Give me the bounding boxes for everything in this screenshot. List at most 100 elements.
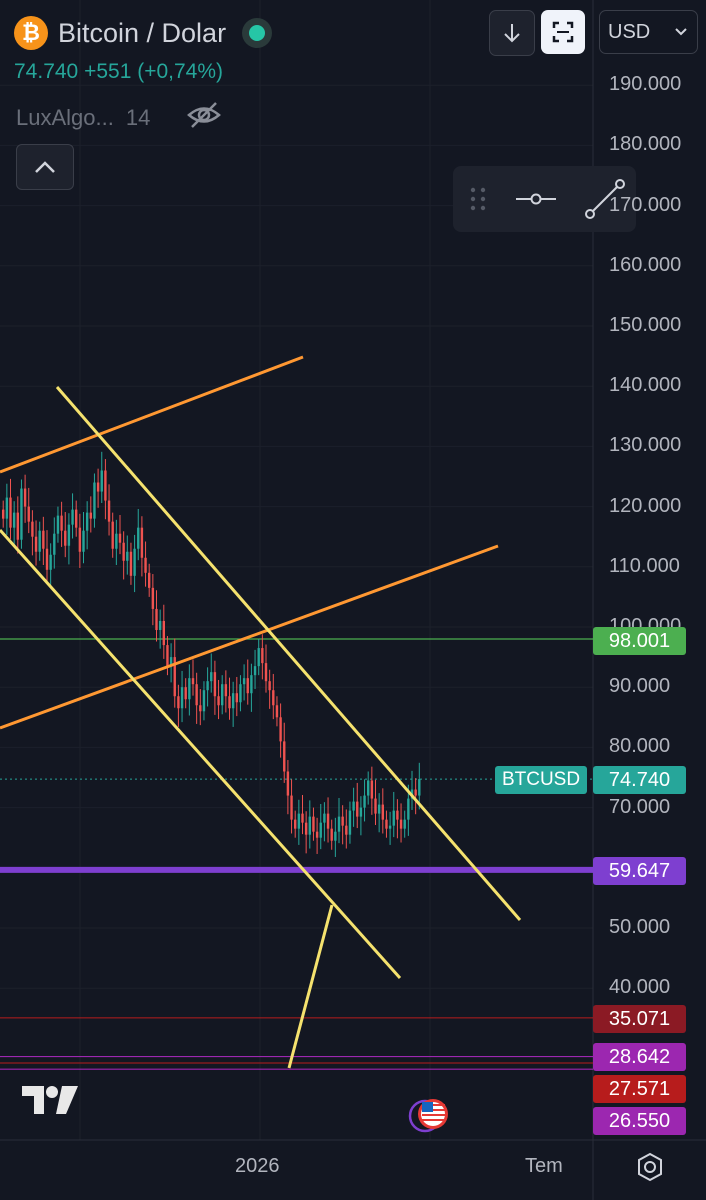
candle-body <box>242 678 246 685</box>
us-economic-event-icon[interactable] <box>405 1096 457 1136</box>
candle-body <box>93 482 96 519</box>
price-level-tag[interactable]: 27.571 <box>593 1075 686 1103</box>
candle-body <box>279 717 282 742</box>
candle-body <box>5 497 9 519</box>
candle-body <box>334 831 337 841</box>
price-level-tag[interactable]: 74.740 <box>593 766 686 794</box>
candle-body <box>42 530 45 549</box>
drawing-toolbar[interactable] <box>453 166 636 232</box>
yellow-channel-lower <box>0 529 402 979</box>
candle-body <box>96 482 100 492</box>
candle-body <box>27 506 30 522</box>
fullscreen-button[interactable] <box>541 10 585 54</box>
candle-body <box>210 672 213 682</box>
candle-body <box>12 512 16 528</box>
candle-body <box>100 470 103 492</box>
indicator-legend[interactable]: LuxAlgo... 14 <box>16 100 222 136</box>
candle-body <box>56 515 60 534</box>
candle-body <box>268 681 271 691</box>
collapse-legend-button[interactable] <box>16 144 74 190</box>
horizontal-line-tool-icon[interactable] <box>515 189 557 209</box>
candle-body <box>31 521 34 537</box>
symbol-title: Bitcoin / Dolar <box>58 17 227 48</box>
candle-body <box>224 684 228 697</box>
candle-body <box>246 678 249 694</box>
price-axis-label: 110.000 <box>609 554 680 577</box>
candle-body <box>78 527 82 552</box>
candle-body <box>283 741 286 772</box>
price-level-tag[interactable]: 26.550 <box>593 1107 686 1135</box>
candle-body <box>275 705 279 718</box>
candle-body <box>151 587 155 609</box>
candle-body <box>399 819 403 829</box>
candle-body <box>71 509 74 525</box>
chevron-down-icon <box>675 28 687 36</box>
candle-body <box>180 687 184 709</box>
candle-body <box>367 780 370 796</box>
price-level-tag[interactable]: 35.071 <box>593 1005 686 1033</box>
price-axis-label: 140.000 <box>609 374 682 397</box>
candle-body <box>140 527 144 558</box>
candle-body <box>250 675 253 694</box>
price-axis-label: 130.000 <box>609 434 682 457</box>
candle-body <box>206 681 209 691</box>
candle-body <box>319 822 322 838</box>
price-level-tag[interactable]: 59.647 <box>593 857 686 885</box>
candle-body <box>162 620 165 646</box>
indicator-name: LuxAlgo... <box>16 105 114 130</box>
candle-body <box>195 684 198 706</box>
candle-body <box>107 500 111 522</box>
candle-body <box>374 798 377 814</box>
candle-body <box>166 645 169 667</box>
candle-body <box>133 548 136 576</box>
download-button[interactable] <box>489 10 535 56</box>
price-axis-label: 180.000 <box>609 133 682 156</box>
candle-body <box>381 804 384 820</box>
candle-body <box>221 684 224 706</box>
candle-body <box>199 705 202 712</box>
eye-hidden-icon[interactable] <box>186 100 222 136</box>
yellow-projection-line <box>287 904 334 1069</box>
candle-body <box>286 771 290 796</box>
tradingview-logo <box>22 1086 78 1114</box>
candle-body <box>188 678 191 700</box>
yellow-channel-upper <box>55 386 522 921</box>
candle-body <box>308 816 311 835</box>
candle-body <box>148 572 151 588</box>
candle-body <box>64 530 67 546</box>
bitcoin-icon: ₿ <box>14 16 48 50</box>
candle-body <box>315 831 319 838</box>
candle-body <box>85 512 89 531</box>
candle-body <box>304 822 308 835</box>
trend-line-tool-icon[interactable] <box>583 177 627 221</box>
price-level-tag[interactable]: 98.001 <box>593 627 686 655</box>
orange-trend-line-lower <box>0 544 499 730</box>
candle-body <box>370 780 374 799</box>
candle-body <box>82 530 85 552</box>
candle-body <box>330 828 333 841</box>
candle-body <box>34 536 38 552</box>
market-open-status-icon <box>242 18 273 48</box>
candle-body <box>144 557 147 573</box>
indicator-param: 14 <box>125 105 151 130</box>
price-level-tag[interactable]: 28.642 <box>593 1043 686 1071</box>
candle-body <box>385 819 388 829</box>
candle-body <box>104 470 107 501</box>
candle-body <box>396 810 399 820</box>
candle-body <box>191 678 195 685</box>
candle-body <box>392 810 395 826</box>
currency-select[interactable]: USD <box>599 10 698 54</box>
candle-body <box>2 509 5 519</box>
candle-body <box>337 816 341 832</box>
currency-value: USD <box>608 20 651 43</box>
price-axis-label: 50.000 <box>609 916 671 938</box>
candle-body <box>414 789 417 796</box>
symbol-header[interactable]: ₿ Bitcoin / Dolar <box>14 16 273 50</box>
candle-body <box>118 533 122 543</box>
symbol-price-tag: BTCUSD <box>495 766 587 794</box>
candle-body <box>126 551 129 561</box>
drag-handle-icon[interactable] <box>467 184 489 214</box>
chart-settings-icon[interactable] <box>636 1152 664 1182</box>
candle-body <box>264 663 268 682</box>
